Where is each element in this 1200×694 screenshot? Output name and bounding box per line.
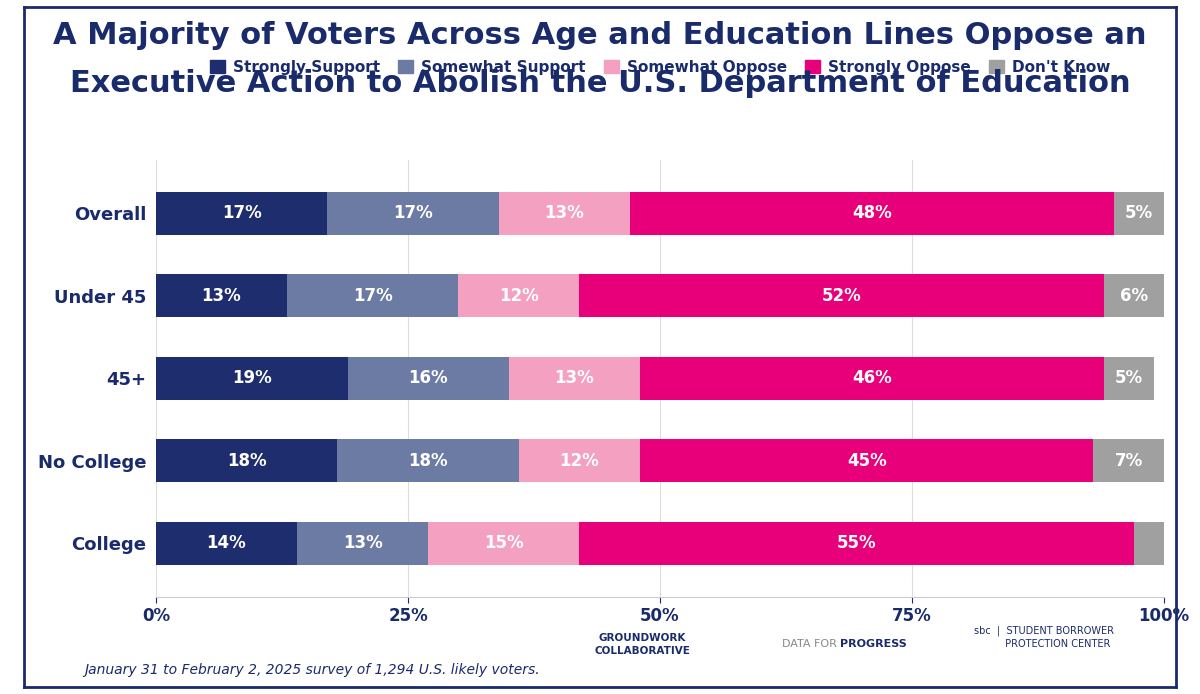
Bar — [1114, 192, 1164, 235]
Text: 6%: 6% — [1120, 287, 1148, 305]
Text: sbc  |  STUDENT BORROWER
         PROTECTION CENTER: sbc | STUDENT BORROWER PROTECTION CENTER — [974, 625, 1114, 649]
Bar — [640, 357, 1104, 400]
Bar — [156, 439, 337, 482]
Text: 15%: 15% — [484, 534, 523, 552]
Bar — [348, 357, 509, 400]
Bar — [328, 192, 499, 235]
Text: 13%: 13% — [545, 204, 584, 222]
Bar — [1104, 357, 1154, 400]
Text: 13%: 13% — [554, 369, 594, 387]
Text: 16%: 16% — [408, 369, 448, 387]
Text: 17%: 17% — [394, 204, 433, 222]
Bar — [518, 439, 640, 482]
Bar — [156, 192, 328, 235]
Bar — [580, 274, 1104, 317]
Text: 18%: 18% — [408, 452, 448, 470]
Bar — [287, 274, 458, 317]
Text: GROUNDWORK
COLLABORATIVE: GROUNDWORK COLLABORATIVE — [594, 633, 690, 656]
Text: January 31 to February 2, 2025 survey of 1,294 U.S. likely voters.: January 31 to February 2, 2025 survey of… — [84, 663, 540, 677]
Text: A Majority of Voters Across Age and Education Lines Oppose an: A Majority of Voters Across Age and Educ… — [53, 21, 1147, 50]
Text: PROGRESS: PROGRESS — [840, 639, 907, 649]
Legend: Strongly Support, Somewhat Support, Somewhat Oppose, Strongly Oppose, Don't Know: Strongly Support, Somewhat Support, Some… — [204, 53, 1116, 81]
Bar — [156, 522, 298, 565]
Text: 17%: 17% — [222, 204, 262, 222]
Text: 45%: 45% — [847, 452, 887, 470]
Text: 46%: 46% — [852, 369, 892, 387]
Bar — [458, 274, 580, 317]
Text: 5%: 5% — [1115, 369, 1142, 387]
Text: Executive Action to Abolish the U.S. Department of Education: Executive Action to Abolish the U.S. Dep… — [70, 69, 1130, 99]
Bar — [509, 357, 640, 400]
Text: 48%: 48% — [852, 204, 892, 222]
Bar — [580, 522, 1134, 565]
Text: 13%: 13% — [202, 287, 241, 305]
Text: 12%: 12% — [499, 287, 539, 305]
Bar — [630, 192, 1114, 235]
Bar — [499, 192, 630, 235]
Text: 5%: 5% — [1124, 204, 1153, 222]
Bar — [1104, 274, 1164, 317]
Bar — [156, 274, 287, 317]
Text: 19%: 19% — [232, 369, 271, 387]
Text: 7%: 7% — [1115, 452, 1142, 470]
Text: 12%: 12% — [559, 452, 599, 470]
Text: 52%: 52% — [822, 287, 862, 305]
Text: 18%: 18% — [227, 452, 266, 470]
Bar — [1093, 439, 1164, 482]
Text: 17%: 17% — [353, 287, 392, 305]
Text: 14%: 14% — [206, 534, 246, 552]
Bar — [156, 357, 348, 400]
Text: DATA FOR: DATA FOR — [781, 639, 840, 649]
Bar — [298, 522, 428, 565]
Text: 55%: 55% — [836, 534, 876, 552]
Bar — [640, 439, 1093, 482]
Bar — [1134, 522, 1164, 565]
Text: 13%: 13% — [343, 534, 383, 552]
Bar — [337, 439, 518, 482]
Bar — [428, 522, 580, 565]
